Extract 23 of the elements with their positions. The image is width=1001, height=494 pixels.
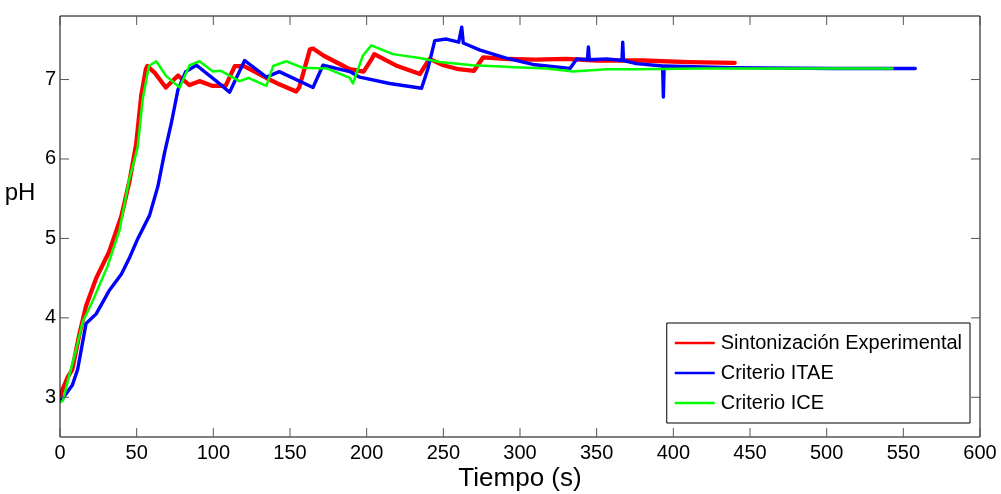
- y-axis-title: pH: [4, 178, 36, 206]
- x-tick-label: 200: [349, 440, 384, 463]
- y-tick-label: 7: [44, 67, 56, 90]
- legend-label: Sintonización Experimental: [720, 330, 963, 353]
- x-tick-label: 500: [809, 440, 844, 463]
- x-axis-title: Tiempo (s): [458, 461, 582, 492]
- x-tick-label: 350: [579, 440, 614, 463]
- x-tick-label: 0: [54, 440, 66, 463]
- x-tick-label: 550: [886, 440, 921, 463]
- x-tick-label: 100: [196, 440, 231, 463]
- legend-label: Criterio ITAE: [720, 360, 834, 383]
- x-tick-label: 300: [503, 440, 537, 463]
- y-tick-label: 5: [44, 225, 56, 248]
- x-tick-label: 400: [656, 440, 691, 463]
- x-tick-label: 450: [733, 440, 767, 463]
- x-tick-label: 50: [125, 440, 148, 463]
- legend-label: Criterio ICE: [720, 390, 825, 413]
- y-tick-label: 3: [44, 384, 56, 407]
- y-tick-label: 4: [44, 305, 56, 328]
- x-tick-label: 600: [963, 440, 997, 463]
- x-tick-label: 250: [426, 440, 461, 463]
- y-tick-label: 6: [44, 146, 56, 169]
- x-tick-label: 150: [273, 440, 307, 463]
